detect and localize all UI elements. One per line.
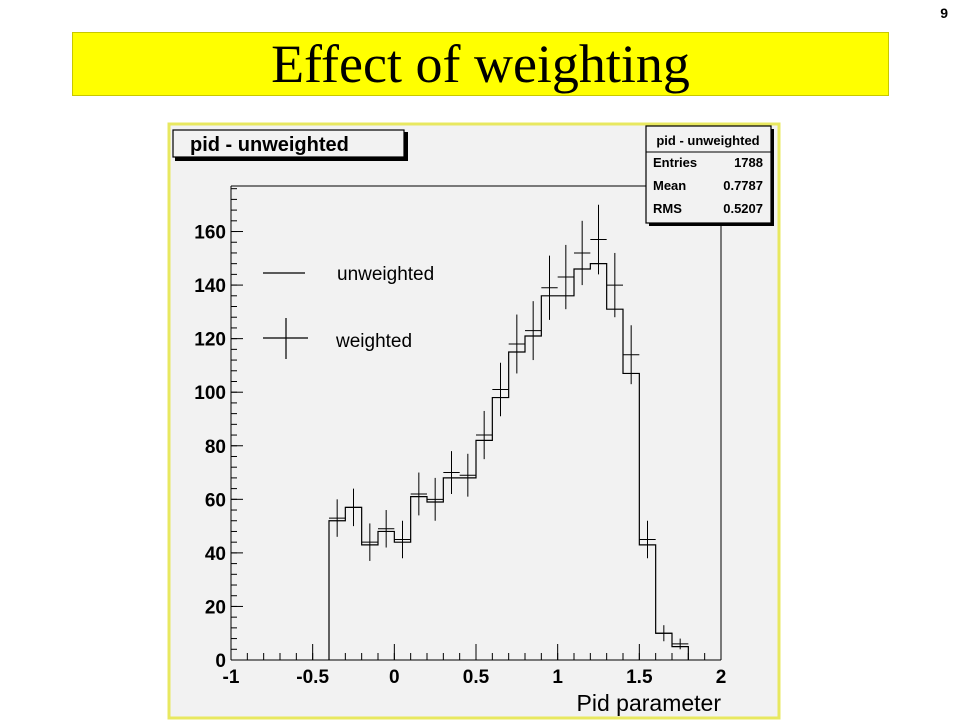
slide-title: Effect of weighting — [271, 34, 690, 94]
x-tick-label: 0.5 — [463, 667, 490, 688]
y-tick-label: 40 — [205, 544, 226, 565]
stats-label-rms: RMS — [653, 201, 682, 216]
histogram-step-unweighted — [328, 263, 689, 660]
y-tick-label: 80 — [205, 437, 226, 458]
stats-title: pid - unweighted — [656, 133, 759, 148]
stats-value-mean: 0.7787 — [723, 178, 763, 193]
histogram-series — [328, 263, 689, 660]
y-tick-label: 60 — [205, 490, 226, 511]
y-tick-label: 100 — [194, 383, 226, 404]
legend-label-weighted: weighted — [335, 331, 412, 352]
stats-box — [645, 125, 772, 224]
stats-value-entries: 1788 — [734, 155, 763, 170]
hist-title-box — [172, 129, 405, 158]
x-tick-label: 1.5 — [626, 667, 653, 688]
errorbar-series — [329, 204, 689, 650]
x-tick-label: 1 — [552, 667, 563, 688]
y-tick-label: 140 — [194, 276, 226, 297]
stats-label-mean: Mean — [653, 178, 686, 193]
slide-number: 9 — [940, 5, 948, 21]
x-axis-label: Pid parameter — [577, 690, 722, 716]
legend-label-unweighted: unweighted — [337, 264, 434, 285]
y-tick-label: 160 — [194, 223, 226, 244]
x-tick-label: 2 — [716, 667, 727, 688]
y-tick-label: 120 — [194, 330, 226, 351]
hist-title: pid - unweighted — [190, 134, 349, 156]
y-tick-label: 0 — [215, 651, 226, 672]
y-tick-label: 20 — [205, 597, 226, 618]
x-tick-label: -1 — [223, 667, 240, 688]
x-tick-label: -0.5 — [296, 667, 329, 688]
title-banner: Effect of weighting — [72, 32, 889, 96]
axis-ticks — [230, 188, 722, 661]
stats-value-rms: 0.5207 — [723, 201, 763, 216]
stats-label-entries: Entries — [653, 155, 697, 170]
x-tick-label: 0 — [389, 667, 400, 688]
